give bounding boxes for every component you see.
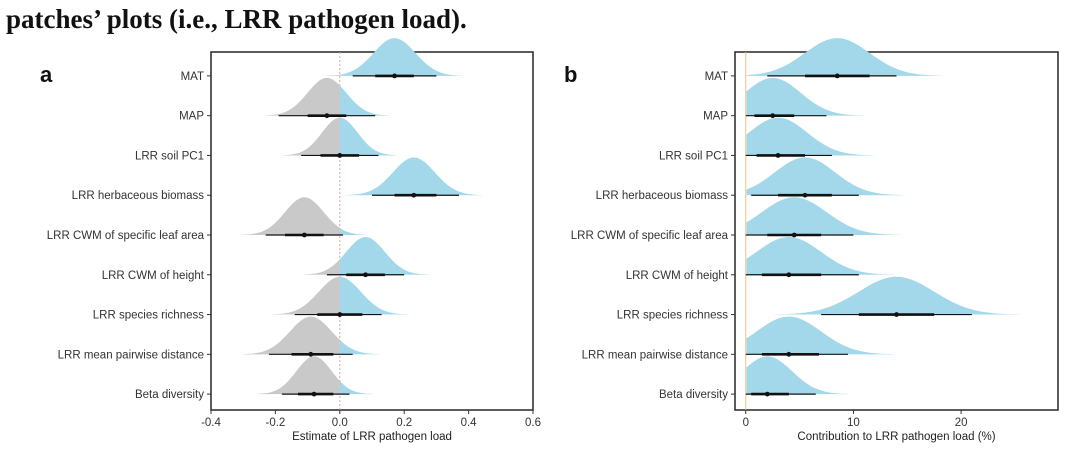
y-tick-label: LRR mean pairwise distance <box>58 349 204 361</box>
density-positive-6 <box>339 276 409 315</box>
y-tick-label: LRR soil PC1 <box>659 150 728 162</box>
panel-a-frame <box>210 51 534 411</box>
panel-a-label: a <box>40 62 53 87</box>
density-4 <box>746 197 902 235</box>
median-point-8 <box>764 391 770 397</box>
y-tick-label: LRR CWM of height <box>626 270 729 282</box>
median-point-6 <box>337 312 343 317</box>
median-point-3 <box>802 192 808 198</box>
median-point-8 <box>311 391 317 397</box>
y-tick-label: LRR CWM of specific leaf area <box>571 230 729 242</box>
density-negative-0 <box>326 74 340 76</box>
y-tick-label: Beta diversity <box>659 389 728 401</box>
y-tick-label: LRR species richness <box>617 310 728 322</box>
y-tick-label: MAT <box>705 71 728 83</box>
x-tick-label: -0.2 <box>265 417 285 429</box>
density-negative-4 <box>240 197 340 235</box>
x-tick-label: 20 <box>955 417 968 429</box>
x-axis-title: Contribution to LRR pathogen load (%) <box>797 431 995 443</box>
density-positive-7 <box>339 339 379 355</box>
density-positive-1 <box>339 85 391 116</box>
density-0 <box>746 38 943 76</box>
x-tick-label: 0.0 <box>332 417 348 429</box>
density-negative-1 <box>263 77 340 116</box>
x-tick-label: -0.4 <box>201 417 221 429</box>
density-negative-7 <box>243 316 340 355</box>
median-point-4 <box>791 232 797 238</box>
y-tick-label: Beta diversity <box>135 389 204 401</box>
x-tick-label: 0.4 <box>461 417 478 429</box>
median-point-7 <box>308 351 314 357</box>
median-point-5 <box>363 272 368 278</box>
density-positive-2 <box>339 117 398 156</box>
y-tick-label: LRR species richness <box>93 310 204 322</box>
panel-a-plot <box>207 38 534 414</box>
x-axis-title: Estimate of LRR pathogen load <box>292 431 452 443</box>
median-point-7 <box>786 351 792 357</box>
density-5 <box>746 237 895 275</box>
panel-b-plot <box>731 38 1059 414</box>
density-1 <box>746 77 865 116</box>
panel-b-label: b <box>564 62 578 87</box>
density-7 <box>746 316 895 355</box>
y-tick-label: MAT <box>181 71 204 83</box>
x-tick-label: 10 <box>847 417 860 429</box>
median-point-1 <box>770 113 776 119</box>
y-tick-label: LRR CWM of height <box>102 270 205 282</box>
y-tick-label: MAP <box>179 111 204 123</box>
density-positive-3 <box>344 157 483 196</box>
figure-caption: patches’ plots (i.e., LRR pathogen load)… <box>6 4 467 34</box>
y-tick-label: LRR CWM of specific leaf area <box>47 230 205 242</box>
median-point-0 <box>834 73 840 79</box>
y-tick-label: LRR mean pairwise distance <box>582 349 728 361</box>
median-point-4 <box>301 232 307 238</box>
y-tick-label: LRR soil PC1 <box>135 150 204 162</box>
density-6 <box>771 276 1022 315</box>
x-tick-label: 0.2 <box>396 417 412 429</box>
x-tick-label: 0 <box>743 417 749 429</box>
y-tick-label: MAP <box>703 111 728 123</box>
density-positive-0 <box>339 38 464 76</box>
density-negative-6 <box>270 276 340 315</box>
density-8 <box>746 356 848 395</box>
density-negative-8 <box>257 356 340 395</box>
x-tick-label: 0.6 <box>525 417 541 429</box>
density-negative-2 <box>282 117 340 156</box>
density-3 <box>746 157 904 196</box>
density-negative-5 <box>303 259 340 275</box>
median-point-2 <box>775 153 781 158</box>
y-tick-label: LRR herbaceous biomass <box>596 190 729 202</box>
density-positive-8 <box>339 381 372 395</box>
density-positive-4 <box>339 228 368 235</box>
median-point-0 <box>392 73 397 79</box>
density-positive-5 <box>339 237 430 275</box>
median-point-1 <box>324 113 330 119</box>
y-tick-label: LRR herbaceous biomass <box>72 190 205 202</box>
median-point-2 <box>337 153 343 158</box>
median-point-6 <box>894 312 899 317</box>
median-point-3 <box>411 192 417 198</box>
median-point-5 <box>786 272 792 278</box>
density-2 <box>746 117 874 156</box>
